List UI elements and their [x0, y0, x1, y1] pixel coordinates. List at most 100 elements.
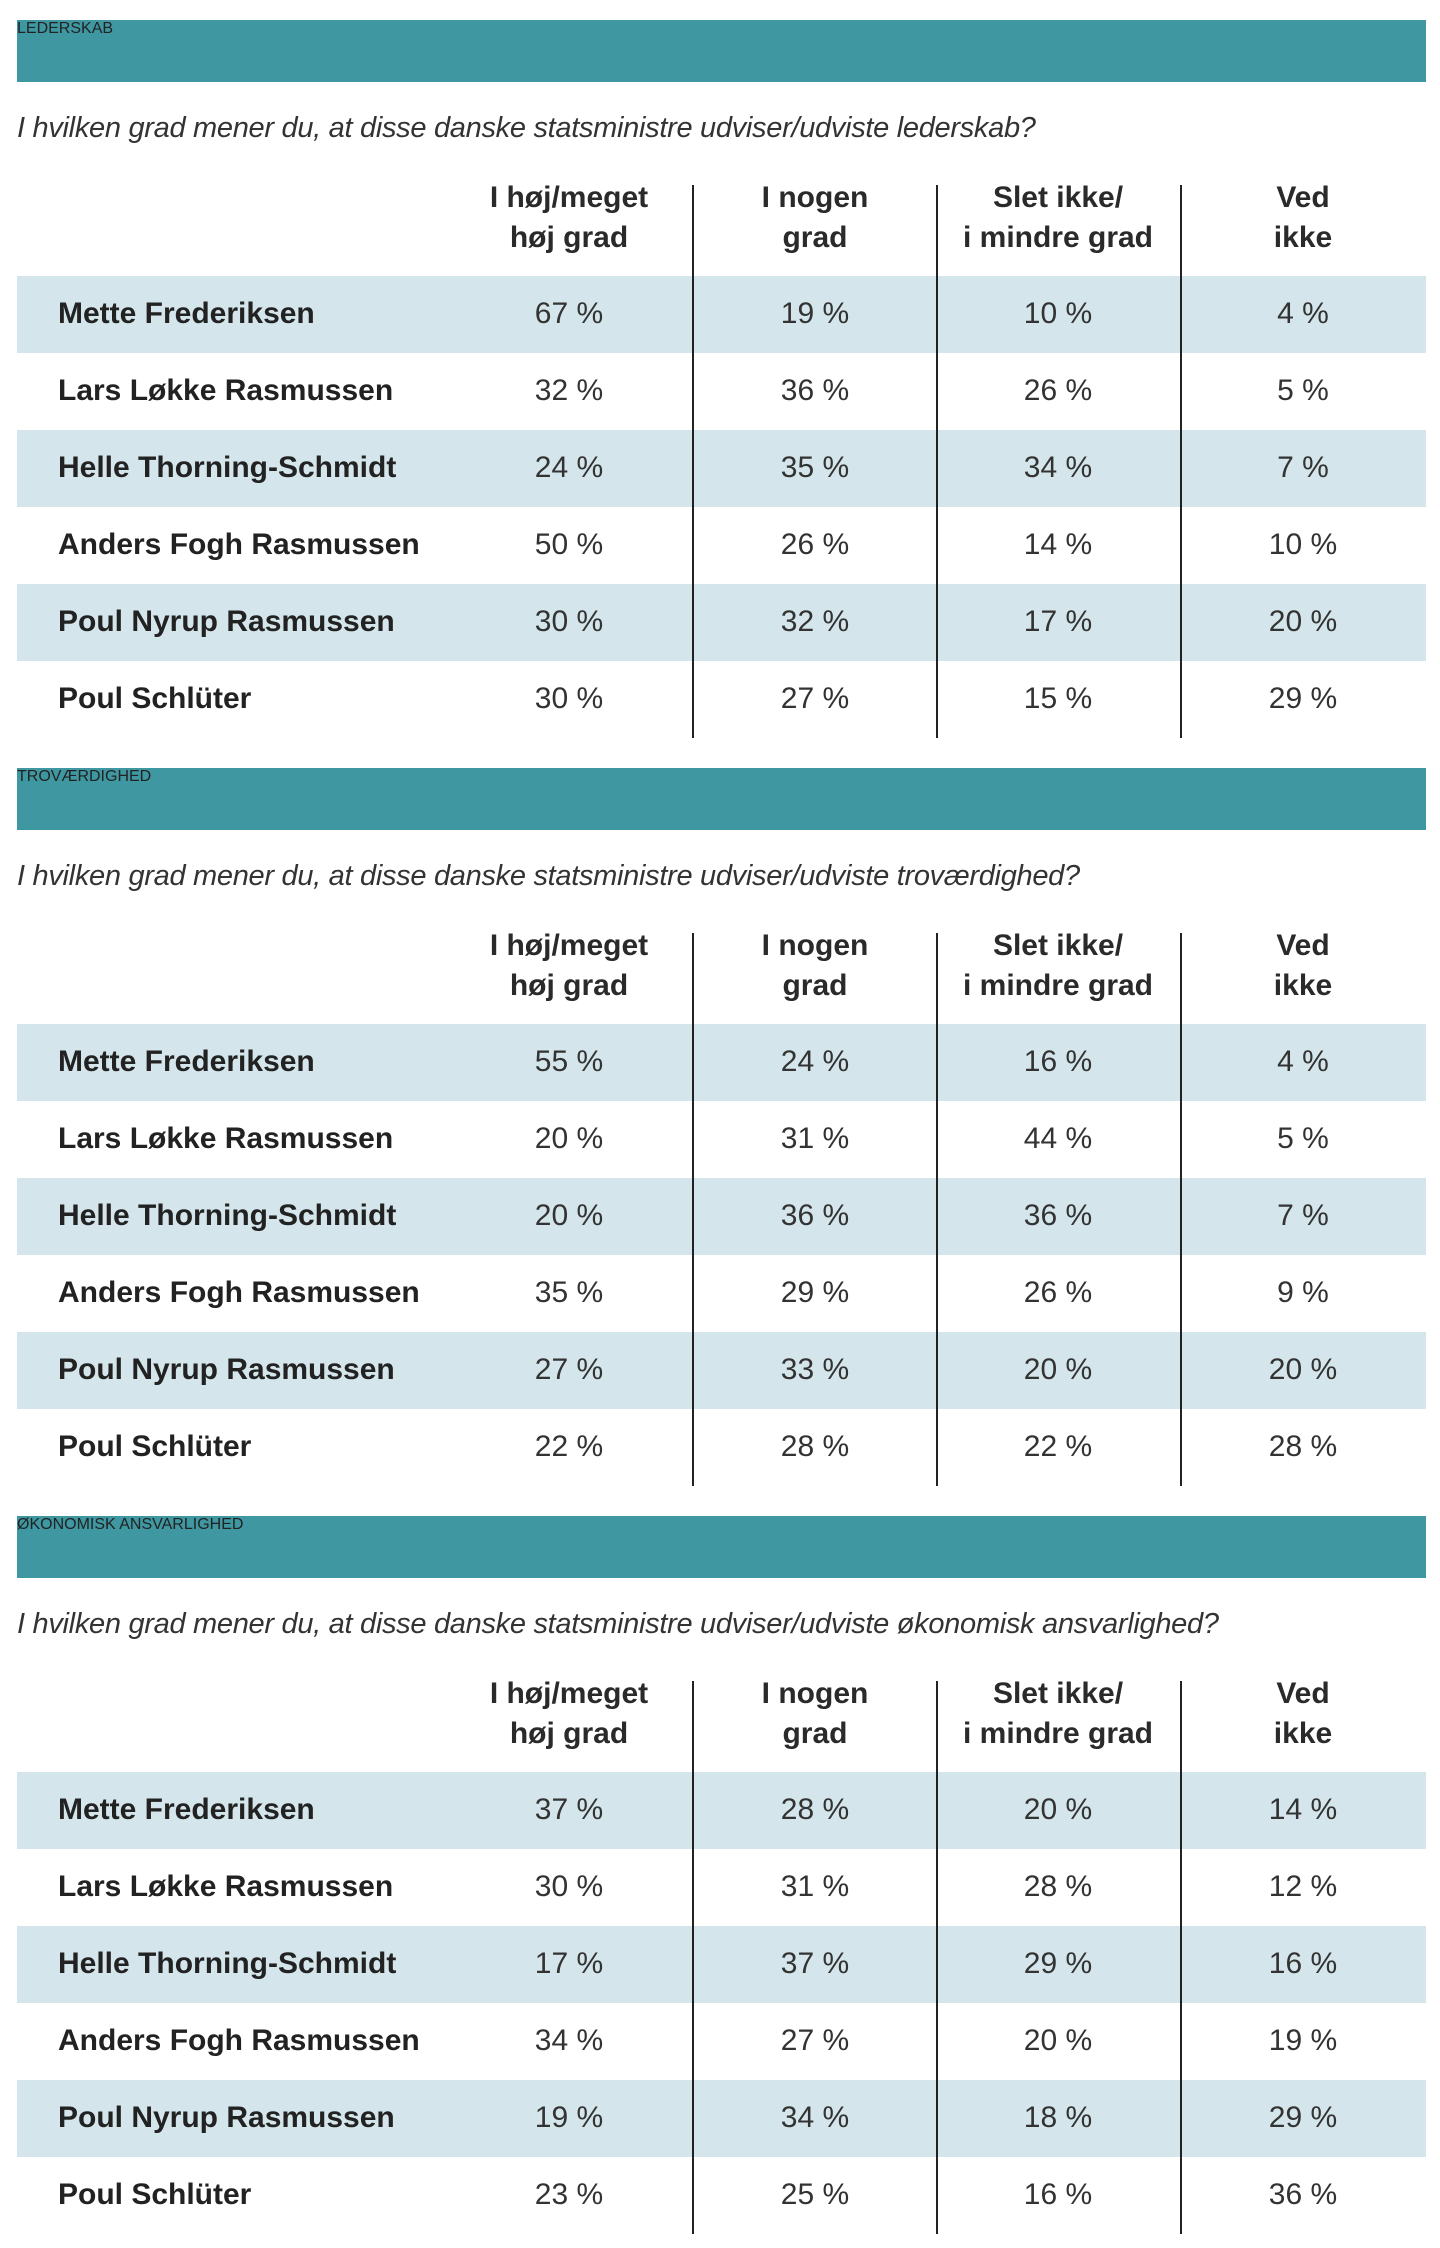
column-header-line: I nogen [761, 1677, 869, 1710]
table-row: Poul Nyrup Rasmussen 19 % 34 % 18 % 29 % [17, 2080, 1426, 2157]
column-header: Ved ikke [1181, 1674, 1425, 1754]
column-header: I nogen grad [693, 926, 937, 1006]
percentage-cell: 31 % [780, 1122, 850, 1155]
column-divider [936, 185, 938, 738]
percentage-cell: 14 % [1023, 528, 1093, 561]
politician-name: Lars Løkke Rasmussen [58, 1870, 394, 1903]
percentage-cell: 4 % [1277, 1045, 1329, 1078]
column-header-line: I høj/meget [489, 1677, 649, 1710]
percentage-cell: 20 % [1023, 1353, 1093, 1386]
percentage-cell: 14 % [1268, 1793, 1338, 1826]
percentage-cell: 34 % [780, 2101, 850, 2134]
percentage-cell: 10 % [1023, 297, 1093, 330]
percentage-cell: 26 % [1023, 374, 1093, 407]
table-row: Poul Schlüter 30 % 27 % 15 % 29 % [17, 661, 1426, 738]
percentage-cell: 36 % [1023, 1199, 1093, 1232]
percentage-cell: 5 % [1277, 374, 1329, 407]
percentage-cell: 5 % [1277, 1122, 1329, 1155]
percentage-cell: 28 % [780, 1430, 850, 1463]
column-divider [1180, 185, 1182, 738]
percentage-cell: 44 % [1023, 1122, 1093, 1155]
column-header-line: grad [782, 969, 848, 1002]
survey-question: I hvilken grad mener du, at disse danske… [17, 1608, 1219, 1640]
column-header-line: Slet ikke/ [992, 1677, 1124, 1710]
percentage-cell: 30 % [534, 605, 604, 638]
column-header: Ved ikke [1181, 926, 1425, 1006]
column-divider [936, 1681, 938, 2234]
column-header-line: ikke [1273, 1717, 1333, 1750]
table-row: Helle Thorning-Schmidt 17 % 37 % 29 % 16 % [17, 1926, 1426, 2003]
percentage-cell: 17 % [534, 1947, 604, 1980]
percentage-cell: 27 % [534, 1353, 604, 1386]
percentage-cell: 23 % [534, 2178, 604, 2211]
percentage-cell: 50 % [534, 528, 604, 561]
section-header-bar: LEDERSKAB [17, 20, 1426, 82]
percentage-cell: 15 % [1023, 682, 1093, 715]
percentage-cell: 29 % [780, 1276, 850, 1309]
percentage-cell: 28 % [780, 1793, 850, 1826]
percentage-cell: 22 % [1023, 1430, 1093, 1463]
column-divider [692, 933, 694, 1486]
percentage-cell: 32 % [534, 374, 604, 407]
table-row: Anders Fogh Rasmussen 35 % 29 % 26 % 9 % [17, 1255, 1426, 1332]
percentage-cell: 26 % [780, 528, 850, 561]
column-header-line: Ved [1276, 181, 1330, 214]
column-header-line: ikke [1273, 221, 1333, 254]
column-header: Slet ikke/i mindre grad [936, 1674, 1180, 1754]
percentage-cell: 26 % [1023, 1276, 1093, 1309]
column-header-line: Slet ikke/ [992, 929, 1124, 962]
percentage-cell: 24 % [534, 451, 604, 484]
percentage-cell: 16 % [1023, 1045, 1093, 1078]
politician-name: Lars Løkke Rasmussen [58, 374, 394, 407]
percentage-cell: 20 % [1268, 1353, 1338, 1386]
percentage-cell: 35 % [534, 1276, 604, 1309]
table-row: Poul Schlüter 23 % 25 % 16 % 36 % [17, 2157, 1426, 2234]
percentage-cell: 31 % [780, 1870, 850, 1903]
politician-name: Anders Fogh Rasmussen [58, 1276, 420, 1309]
politician-name: Poul Schlüter [58, 682, 252, 715]
percentage-cell: 7 % [1277, 1199, 1329, 1232]
politician-name: Mette Frederiksen [58, 1045, 315, 1078]
percentage-cell: 55 % [534, 1045, 604, 1078]
percentage-cell: 28 % [1023, 1870, 1093, 1903]
column-header-line: høj grad [509, 221, 629, 254]
column-header-line: i mindre grad [962, 969, 1154, 1002]
percentage-cell: 16 % [1023, 2178, 1093, 2211]
column-header: I høj/meget høj grad [447, 178, 691, 258]
column-header-line: I nogen [761, 929, 869, 962]
column-divider [1180, 933, 1182, 1486]
politician-name: Anders Fogh Rasmussen [58, 528, 420, 561]
survey-question: I hvilken grad mener du, at disse danske… [17, 860, 1080, 892]
column-header: Slet ikke/i mindre grad [936, 926, 1180, 1006]
percentage-cell: 4 % [1277, 297, 1329, 330]
table-row: Mette Frederiksen 67 % 19 % 10 % 4 % [17, 276, 1426, 353]
percentage-cell: 36 % [780, 1199, 850, 1232]
table-row: Poul Nyrup Rasmussen 27 % 33 % 20 % 20 % [17, 1332, 1426, 1409]
percentage-cell: 33 % [780, 1353, 850, 1386]
percentage-cell: 27 % [780, 682, 850, 715]
column-header-line: I nogen [761, 181, 869, 214]
politician-name: Mette Frederiksen [58, 297, 315, 330]
percentage-cell: 9 % [1277, 1276, 1329, 1309]
percentage-cell: 36 % [1268, 2178, 1338, 2211]
column-header-line: i mindre grad [962, 1717, 1154, 1750]
section-title: LEDERSKAB [17, 20, 114, 37]
column-header-line: grad [782, 1717, 848, 1750]
politician-name: Poul Schlüter [58, 1430, 252, 1463]
percentage-cell: 36 % [780, 374, 850, 407]
column-header-line: ikke [1273, 969, 1333, 1002]
percentage-cell: 27 % [780, 2024, 850, 2057]
percentage-cell: 18 % [1023, 2101, 1093, 2134]
column-divider [936, 933, 938, 1486]
percentage-cell: 19 % [1268, 2024, 1338, 2057]
percentage-cell: 30 % [534, 682, 604, 715]
percentage-cell: 29 % [1268, 2101, 1338, 2134]
politician-name: Helle Thorning-Schmidt [58, 1199, 397, 1232]
percentage-cell: 67 % [534, 297, 604, 330]
table-row: Helle Thorning-Schmidt 20 % 36 % 36 % 7 % [17, 1178, 1426, 1255]
percentage-cell: 25 % [780, 2178, 850, 2211]
column-divider [692, 185, 694, 738]
percentage-cell: 29 % [1268, 682, 1338, 715]
table-row: Lars Løkke Rasmussen 20 % 31 % 44 % 5 % [17, 1101, 1426, 1178]
table-row: Lars Løkke Rasmussen 32 % 36 % 26 % 5 % [17, 353, 1426, 430]
